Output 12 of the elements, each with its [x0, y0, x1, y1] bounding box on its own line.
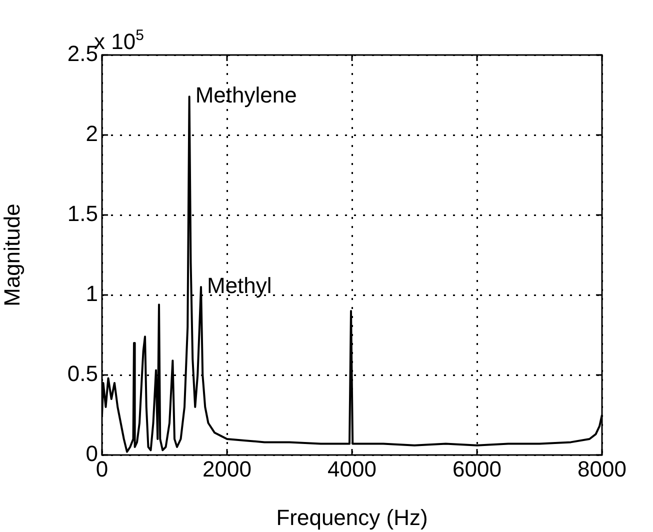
x-tick-label: 2000 — [202, 456, 252, 482]
annotation: Methylene — [195, 82, 297, 108]
x-tick-label: 6000 — [452, 456, 502, 482]
x-tick-label: 4000 — [328, 456, 376, 482]
x-axis-title: Frequency (Hz) — [276, 504, 428, 530]
x-tick-label: 8000 — [578, 456, 626, 482]
y-tick-label: 1.5 — [67, 201, 98, 226]
y-tick-label: 1 — [86, 281, 98, 306]
y-tick-label: 0.5 — [67, 361, 98, 386]
y-tick-label: 2 — [86, 121, 98, 146]
annotation: Methyl — [207, 273, 272, 298]
y-axis-title: Magnitude — [0, 204, 24, 306]
